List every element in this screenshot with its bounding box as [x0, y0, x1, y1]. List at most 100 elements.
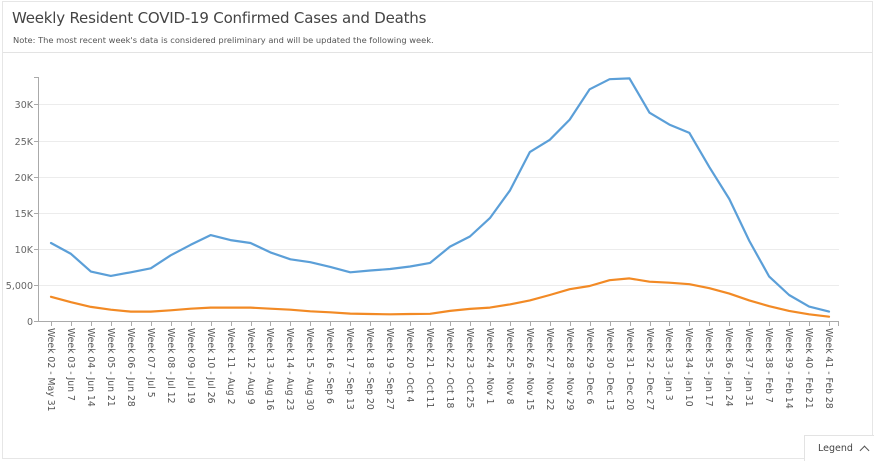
data-point-deaths[interactable] — [227, 304, 235, 312]
data-point-deaths[interactable] — [785, 307, 793, 315]
data-point-deaths[interactable] — [187, 305, 195, 313]
data-point-confirmed-cases[interactable] — [346, 268, 354, 276]
data-point-deaths[interactable] — [805, 310, 813, 318]
data-point-confirmed-cases[interactable] — [426, 259, 434, 267]
data-point-confirmed-cases[interactable] — [67, 250, 75, 258]
x-axis-ticks: Week 02 - May 31 Week 03 - Jun 7 Week 04 -… — [45, 321, 834, 412]
data-point-deaths[interactable] — [326, 308, 334, 316]
data-point-confirmed-cases[interactable] — [646, 109, 654, 117]
data-point-confirmed-cases[interactable] — [446, 243, 454, 251]
x-tick-label: Week 24 - Nov 1 — [484, 328, 495, 405]
data-point-deaths[interactable] — [506, 300, 514, 308]
x-tick-label: Week 19 - Sep 27 — [384, 328, 395, 410]
data-point-confirmed-cases[interactable] — [785, 291, 793, 299]
data-point-confirmed-cases[interactable] — [486, 214, 494, 222]
x-tick-label: Week 25 - Nov 8 — [504, 328, 515, 405]
data-point-deaths[interactable] — [127, 308, 135, 316]
data-point-confirmed-cases[interactable] — [306, 258, 314, 266]
data-point-confirmed-cases[interactable] — [266, 248, 274, 256]
x-tick-label: Week 35 - Jan 17 — [703, 328, 714, 407]
data-point-deaths[interactable] — [586, 282, 594, 290]
data-point-confirmed-cases[interactable] — [87, 268, 95, 276]
x-tick-label: Week 21 - Oct 11 — [424, 328, 435, 408]
x-tick-label: Week 11 - Aug 2 — [225, 328, 236, 405]
data-point-confirmed-cases[interactable] — [107, 272, 115, 280]
data-point-confirmed-cases[interactable] — [526, 148, 534, 156]
data-point-deaths[interactable] — [426, 310, 434, 318]
data-point-confirmed-cases[interactable] — [406, 263, 414, 271]
data-point-confirmed-cases[interactable] — [466, 233, 474, 241]
data-point-confirmed-cases[interactable] — [725, 195, 733, 203]
data-point-deaths[interactable] — [705, 284, 713, 292]
data-point-deaths[interactable] — [87, 303, 95, 311]
y-tick-label: 20K — [15, 173, 34, 184]
x-tick-label: Week 15 - Aug 30 — [304, 328, 315, 411]
data-point-deaths[interactable] — [446, 307, 454, 315]
data-point-confirmed-cases[interactable] — [745, 237, 753, 245]
data-point-confirmed-cases[interactable] — [167, 251, 175, 259]
data-point-deaths[interactable] — [546, 291, 554, 299]
data-point-deaths[interactable] — [47, 293, 55, 301]
gridlines — [38, 104, 839, 286]
data-point-deaths[interactable] — [167, 306, 175, 314]
data-point-confirmed-cases[interactable] — [566, 116, 574, 124]
data-point-deaths[interactable] — [685, 280, 693, 288]
data-point-deaths[interactable] — [745, 296, 753, 304]
legend-toggle-button[interactable]: Legend — [804, 435, 874, 461]
data-point-deaths[interactable] — [626, 274, 634, 282]
x-tick-label: Week 29 - Dec 6 — [584, 328, 595, 404]
data-point-deaths[interactable] — [526, 296, 534, 304]
data-point-confirmed-cases[interactable] — [665, 121, 673, 129]
data-point-confirmed-cases[interactable] — [805, 303, 813, 311]
data-point-confirmed-cases[interactable] — [366, 267, 374, 275]
data-point-deaths[interactable] — [486, 304, 494, 312]
data-point-deaths[interactable] — [306, 307, 314, 315]
data-point-deaths[interactable] — [67, 298, 75, 306]
chevron-up-icon — [859, 445, 870, 456]
data-point-deaths[interactable] — [406, 310, 414, 318]
axes — [34, 77, 839, 326]
data-point-confirmed-cases[interactable] — [606, 75, 614, 83]
data-point-confirmed-cases[interactable] — [147, 264, 155, 272]
x-tick-label: Week 03 - Jun 7 — [65, 328, 76, 401]
data-point-deaths[interactable] — [346, 310, 354, 318]
data-point-deaths[interactable] — [606, 276, 614, 284]
x-tick-label: Week 34 - Jan 10 — [683, 328, 694, 407]
data-point-deaths[interactable] — [825, 313, 833, 321]
x-tick-label: Week 09 - Jul 19 — [185, 328, 196, 404]
data-point-deaths[interactable] — [725, 290, 733, 298]
data-point-confirmed-cases[interactable] — [47, 239, 55, 247]
data-point-deaths[interactable] — [207, 304, 215, 312]
y-tick-label: 15K — [15, 209, 34, 220]
y-tick-label: 25K — [15, 137, 34, 148]
data-point-deaths[interactable] — [765, 302, 773, 310]
data-point-confirmed-cases[interactable] — [247, 239, 255, 247]
data-point-confirmed-cases[interactable] — [187, 241, 195, 249]
data-point-confirmed-cases[interactable] — [386, 265, 394, 273]
data-point-deaths[interactable] — [566, 285, 574, 293]
data-point-confirmed-cases[interactable] — [765, 273, 773, 281]
data-point-deaths[interactable] — [366, 310, 374, 318]
data-point-deaths[interactable] — [286, 306, 294, 314]
data-point-confirmed-cases[interactable] — [127, 268, 135, 276]
data-point-confirmed-cases[interactable] — [326, 263, 334, 271]
data-point-deaths[interactable] — [107, 306, 115, 314]
data-point-deaths[interactable] — [646, 278, 654, 286]
data-point-confirmed-cases[interactable] — [207, 231, 215, 239]
data-point-deaths[interactable] — [665, 279, 673, 287]
data-point-confirmed-cases[interactable] — [626, 74, 634, 82]
data-point-deaths[interactable] — [466, 305, 474, 313]
data-point-confirmed-cases[interactable] — [546, 136, 554, 144]
data-point-confirmed-cases[interactable] — [227, 236, 235, 244]
data-point-deaths[interactable] — [266, 305, 274, 313]
data-point-confirmed-cases[interactable] — [705, 163, 713, 171]
data-point-confirmed-cases[interactable] — [506, 187, 514, 195]
data-point-confirmed-cases[interactable] — [685, 129, 693, 137]
x-tick-label: Week 23 - Oct 25 — [464, 328, 475, 408]
data-point-deaths[interactable] — [386, 310, 394, 318]
data-point-deaths[interactable] — [247, 304, 255, 312]
data-point-deaths[interactable] — [147, 308, 155, 316]
x-tick-label: Week 08 - Jul 12 — [165, 328, 176, 404]
data-point-confirmed-cases[interactable] — [586, 85, 594, 93]
data-point-confirmed-cases[interactable] — [286, 255, 294, 263]
